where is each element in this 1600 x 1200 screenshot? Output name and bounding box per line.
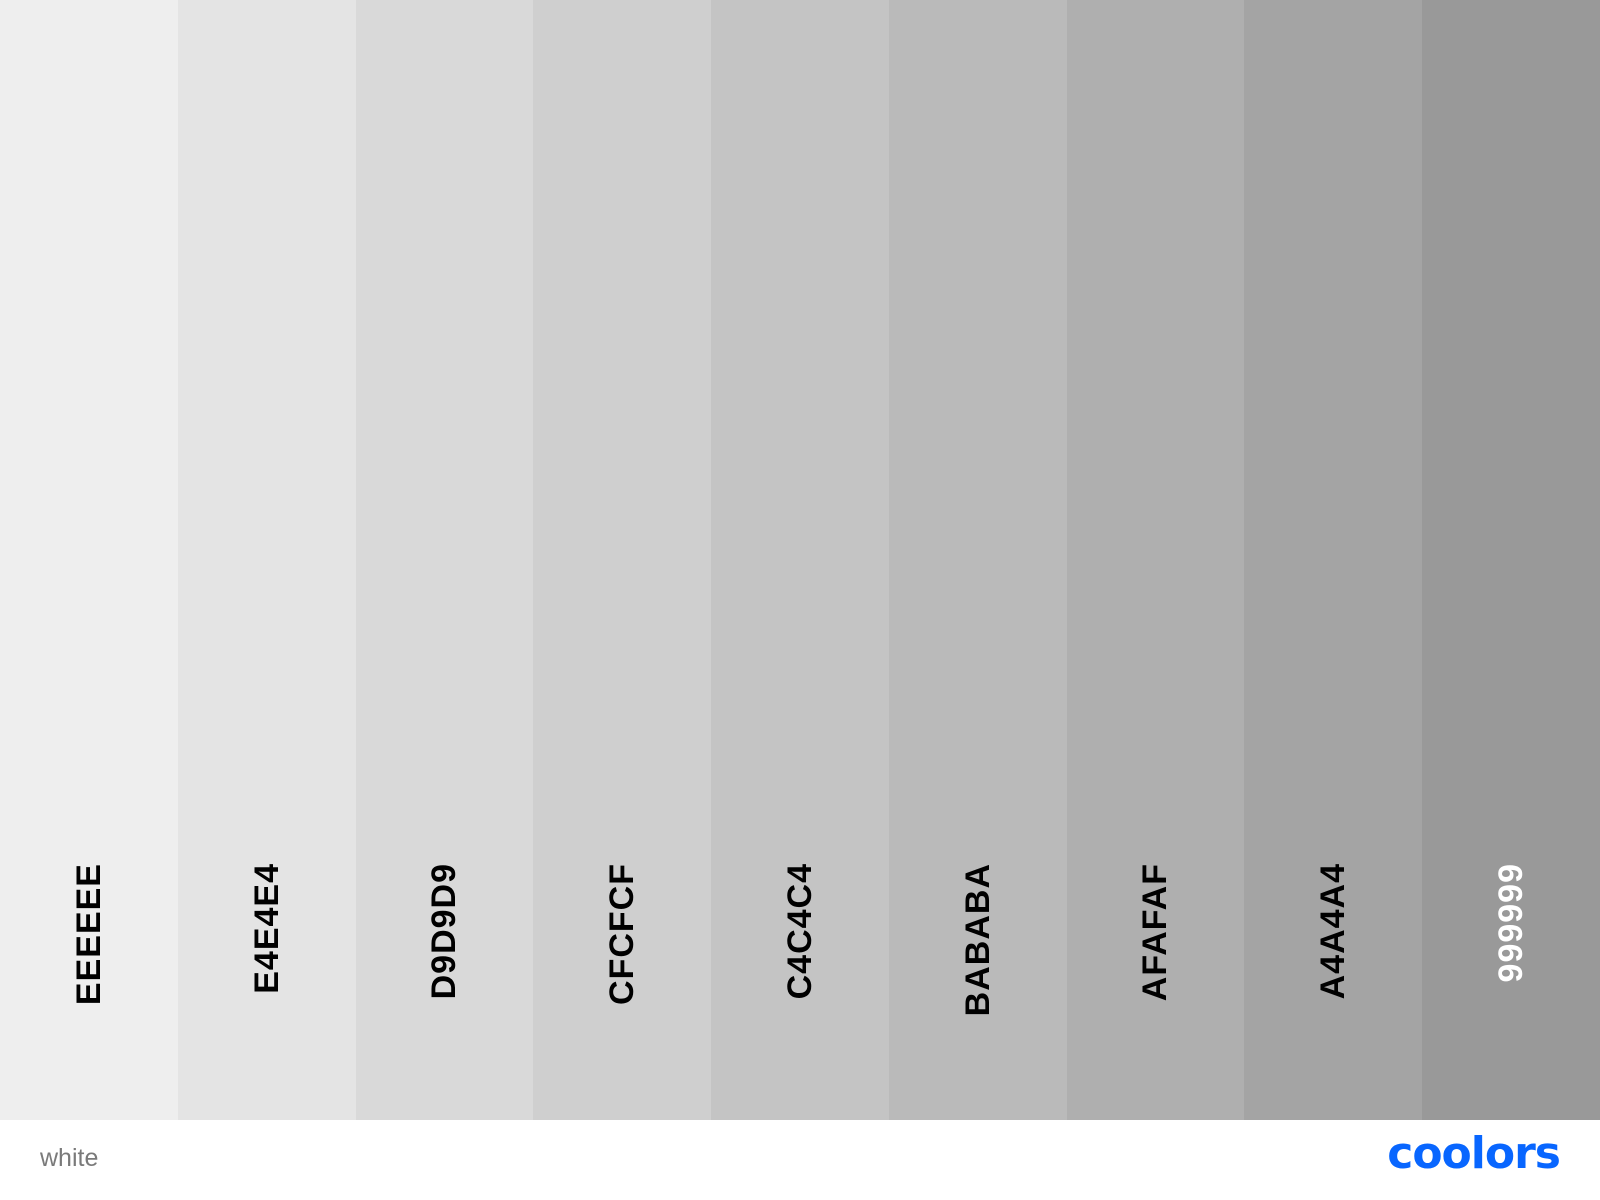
color-swatch[interactable]: C4C4C4 (711, 0, 889, 1120)
swatch-hex-label: E4E4E4 (247, 863, 286, 994)
swatch-hex-label: CFCFCF (603, 863, 642, 1005)
swatch-hex-label: C4C4C4 (780, 863, 819, 1000)
color-swatch[interactable]: BABABA (888, 0, 1067, 1120)
color-swatch[interactable]: A4A4A4 (1244, 0, 1423, 1120)
swatch-hex-label: 999999 (1492, 863, 1530, 983)
swatch-hex-label: D9D9D9 (425, 863, 464, 1000)
palette-name: white (40, 1144, 99, 1172)
color-swatch[interactable]: AFAFAF (1066, 0, 1245, 1120)
swatch-hex-label: BABABA (958, 863, 997, 1017)
color-swatch[interactable]: E4E4E4 (177, 0, 356, 1120)
color-swatch[interactable]: CFCFCF (533, 0, 712, 1120)
color-palette: EEEEEE E4E4E4 D9D9D9 CFCFCF C4C4C4 BABAB… (0, 0, 1600, 1120)
swatch-hex-label: A4A4A4 (1314, 863, 1353, 1000)
color-swatch[interactable]: EEEEEE (0, 0, 178, 1120)
coolors-logo[interactable]: coolors (1387, 1128, 1561, 1179)
swatch-hex-label: EEEEEE (69, 863, 108, 1006)
palette-footer: white coolors (0, 1120, 1600, 1200)
swatch-hex-label: AFAFAF (1136, 863, 1175, 1002)
color-swatch[interactable]: 999999 (1422, 0, 1600, 1120)
color-swatch[interactable]: D9D9D9 (355, 0, 534, 1120)
